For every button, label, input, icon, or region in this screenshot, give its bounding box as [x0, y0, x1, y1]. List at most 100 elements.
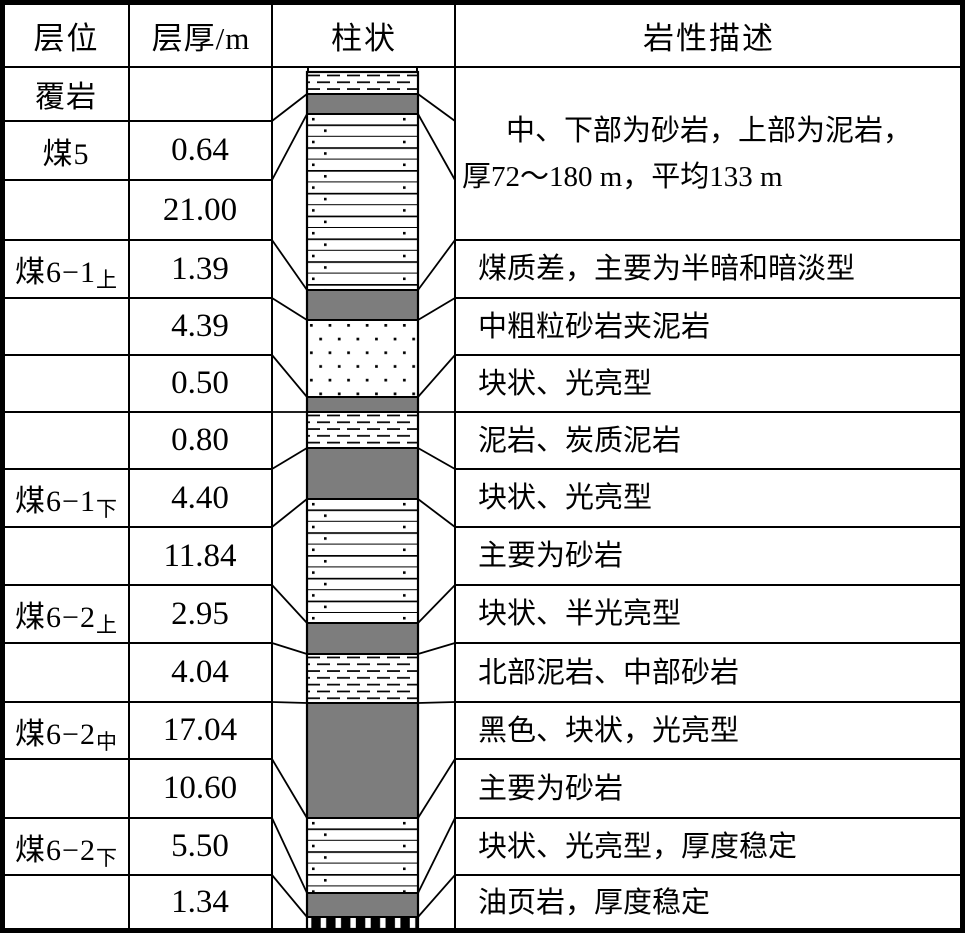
- stratum-label-subscript: 下: [95, 497, 117, 521]
- connector-line: [271, 93, 308, 122]
- description-line: 中粗粒砂岩夹泥岩: [478, 310, 711, 343]
- description-line: 块状、光亮型: [478, 367, 653, 400]
- description-line: 块状、半光亮型: [478, 598, 682, 630]
- connector-line: [271, 498, 308, 528]
- thickness-value-cell: 1.39: [171, 250, 229, 287]
- description-line: 泥岩、炭质泥岩: [478, 424, 682, 457]
- connector-line: [271, 758, 308, 819]
- lithology-description-cell: 煤质差，主要为半暗和暗淡型: [456, 240, 961, 298]
- lithology-description-cell: 块状、光亮型: [456, 355, 961, 412]
- connector-line: [271, 354, 308, 398]
- thickness-value-cell: 4.04: [171, 654, 229, 690]
- description-line: 主要为砂岩: [478, 540, 624, 572]
- header-stratum: 层位: [33, 20, 100, 56]
- stratum-label-cell: 煤6−2中: [4, 702, 128, 759]
- description-line: 厚72～180 m，平均133 m: [462, 160, 783, 193]
- connector-line: [417, 758, 456, 819]
- connector-line: [271, 113, 308, 181]
- description-line: 煤质差，主要为半暗和暗淡型: [478, 253, 856, 285]
- lith-layer-mudstone: [306, 653, 419, 704]
- lithology-description-cell: 泥岩、炭质泥岩: [456, 412, 961, 469]
- thickness-value-cell: 11.84: [163, 537, 237, 574]
- thickness-value-cell: 4.40: [171, 479, 229, 516]
- stratum-label-cell: 煤6−2下: [4, 818, 128, 875]
- stratum-label-cell: [4, 875, 128, 930]
- connector-line: [417, 297, 456, 321]
- thickness-value-cell: [129, 67, 271, 121]
- connector-line: [271, 239, 308, 291]
- header-thickness: 层厚/m: [151, 20, 251, 56]
- connector-line: [417, 93, 456, 122]
- thickness-value-cell: 0.80: [171, 422, 229, 458]
- stratum-label: 煤6−1上: [15, 256, 117, 292]
- stratum-label: 煤6−1下: [15, 485, 117, 521]
- connector-line: [271, 817, 308, 894]
- lithology-description-cell: 块状、光亮型，厚度稳定: [456, 818, 961, 875]
- connector-line: [271, 447, 308, 470]
- connector-line: [417, 874, 456, 918]
- lithology-description-cell: 北部泥岩、中部砂岩: [456, 643, 961, 702]
- stratum-label: 煤6−2上: [15, 601, 117, 637]
- connector-line: [271, 874, 308, 918]
- stratum-label-cell: 煤5: [4, 121, 128, 180]
- connector-line: [417, 498, 456, 528]
- description-line: 块状、光亮型，厚度稳定: [478, 830, 798, 863]
- thickness-value-cell: 0.50: [171, 365, 229, 401]
- lith-layer-oil-shale: [306, 916, 419, 930]
- lithology-description-cell: 黑色、块状，光亮型: [456, 702, 961, 759]
- lith-layer-mudstone: [306, 71, 419, 95]
- connector-line: [417, 701, 456, 704]
- connector-line: [417, 239, 456, 291]
- lithology-description-cell: 中、下部为砂岩，上部为泥岩， 厚72～180 m，平均133 m: [456, 67, 961, 240]
- header-lithology: 岩性描述: [643, 20, 775, 56]
- stratum-label: 煤5: [42, 137, 90, 171]
- stratum-label-cell: [4, 759, 128, 818]
- lith-layer-coal: [306, 622, 419, 655]
- stratum-label-cell: 煤6−1下: [4, 469, 128, 527]
- connector-line: [417, 584, 456, 624]
- lith-layer-coal: [306, 702, 419, 819]
- stratum-label-cell: [4, 412, 128, 469]
- stratum-label-subscript: 下: [95, 845, 117, 870]
- lith-layer-mudstone: [306, 411, 419, 449]
- connector-line: [417, 642, 456, 655]
- lith-layer-sandstone: [306, 498, 419, 624]
- description-line: 北部泥岩、中部砂岩: [478, 656, 740, 689]
- lith-layer-coal: [306, 93, 419, 115]
- connector-line: [271, 701, 308, 704]
- connector-line: [417, 113, 456, 181]
- header-column: 柱状: [331, 20, 397, 56]
- stratum-label-cell: [4, 355, 128, 412]
- stratum-label-cell: [4, 643, 128, 702]
- stratum-label: 煤6−2中: [15, 717, 117, 754]
- lithology-description-cell: 主要为砂岩: [456, 759, 961, 818]
- stratum-label-subscript: 上: [95, 268, 117, 292]
- connector-line: [271, 297, 308, 321]
- lith-layer-sandstone: [306, 113, 419, 291]
- description-line: 块状、光亮型: [478, 482, 653, 514]
- stratum-label-cell: 覆岩: [4, 67, 128, 121]
- description-line: 黑色、块状，光亮型: [478, 714, 740, 747]
- stratum-label-cell: 煤6−1上: [4, 240, 128, 298]
- thickness-value-cell: 21.00: [162, 191, 238, 228]
- description-line: 油页岩，厚度稳定: [478, 886, 711, 919]
- connector-line: [271, 642, 308, 655]
- thickness-value-cell: 17.04: [162, 712, 238, 748]
- connector-line: [417, 354, 456, 398]
- stratum-label-subscript: 中: [95, 729, 117, 754]
- connector-line: [271, 584, 308, 624]
- lith-layer-coal: [306, 447, 419, 500]
- lithology-description-cell: 油页岩，厚度稳定: [456, 875, 961, 930]
- thickness-value-cell: 10.60: [162, 770, 238, 806]
- thickness-value-cell: 2.95: [171, 595, 229, 632]
- thickness-value-cell: 1.34: [171, 884, 229, 920]
- stratum-label-cell: [4, 298, 128, 355]
- lith-layer-coarse-sandstone: [306, 319, 419, 398]
- thickness-value-cell: 0.64: [171, 132, 229, 168]
- connector-line: [417, 447, 456, 470]
- thickness-value-cell: 5.50: [171, 828, 229, 864]
- stratum-label-cell: [4, 180, 128, 240]
- lithology-description-cell: 块状、光亮型: [456, 469, 961, 527]
